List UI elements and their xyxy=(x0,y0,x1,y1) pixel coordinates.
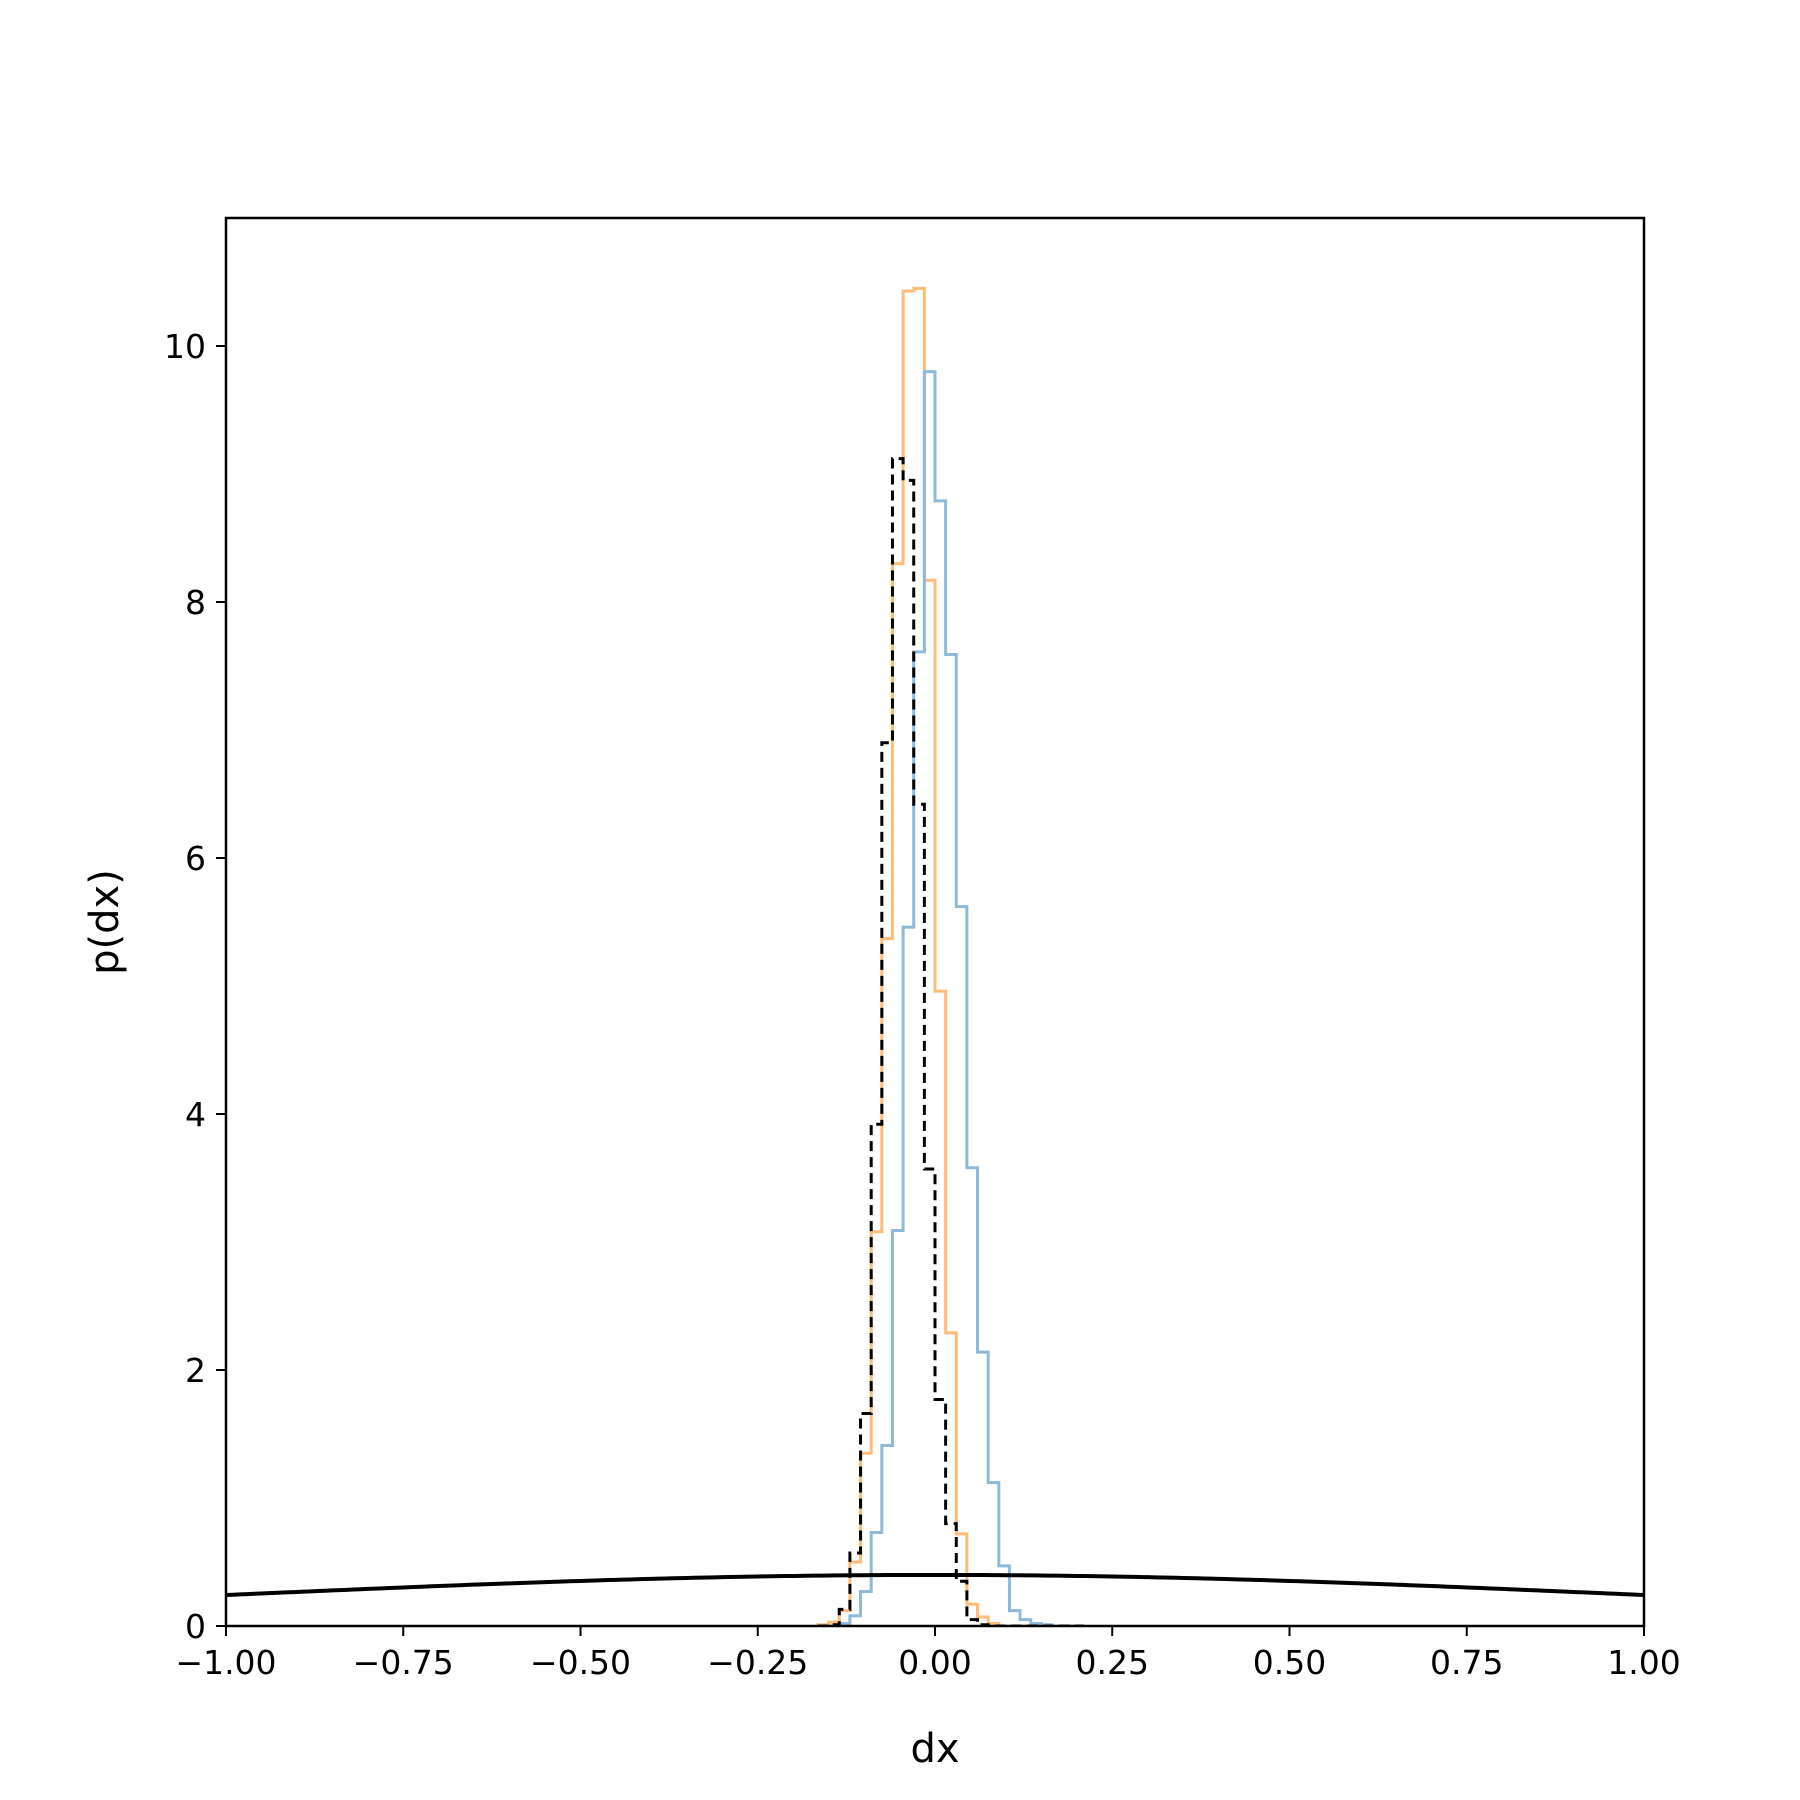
x-tick-label: −1.00 xyxy=(175,1643,276,1682)
plot-area xyxy=(226,286,1644,1626)
histogram-series-2 xyxy=(818,370,1084,1626)
y-tick-label: 0 xyxy=(185,1607,206,1646)
axes-frame xyxy=(224,216,1646,1628)
x-tick-label: 0.50 xyxy=(1253,1643,1326,1682)
y-tick-label: 4 xyxy=(185,1095,206,1134)
y-axis-label: p(dx) xyxy=(82,869,128,975)
x-tick-label: −0.50 xyxy=(530,1643,631,1682)
x-tick-label: 0.00 xyxy=(898,1643,971,1682)
y-axis-ticks: 0 2 4 6 8 10 xyxy=(164,327,226,1646)
x-tick-label: 0.75 xyxy=(1430,1643,1503,1682)
y-tick-label: 8 xyxy=(185,583,206,622)
y-tick-label: 2 xyxy=(185,1351,206,1390)
x-tick-label: 0.25 xyxy=(1076,1643,1149,1682)
x-tick-label: −0.75 xyxy=(353,1643,454,1682)
histogram-series-1 xyxy=(816,286,1084,1626)
x-tick-label: 1.00 xyxy=(1607,1643,1680,1682)
y-tick-label: 10 xyxy=(164,327,206,366)
x-tick-label: −0.25 xyxy=(707,1643,808,1682)
x-axis-ticks: −1.00 −0.75 −0.50 −0.25 0.00 0.25 0.50 0.75 1.00 xyxy=(175,1626,1681,1682)
normal-pdf-curve xyxy=(226,1572,1644,1598)
histogram-series-dashed xyxy=(818,457,1084,1626)
y-tick-label: 6 xyxy=(185,839,206,878)
x-axis-label: dx xyxy=(910,1726,959,1772)
